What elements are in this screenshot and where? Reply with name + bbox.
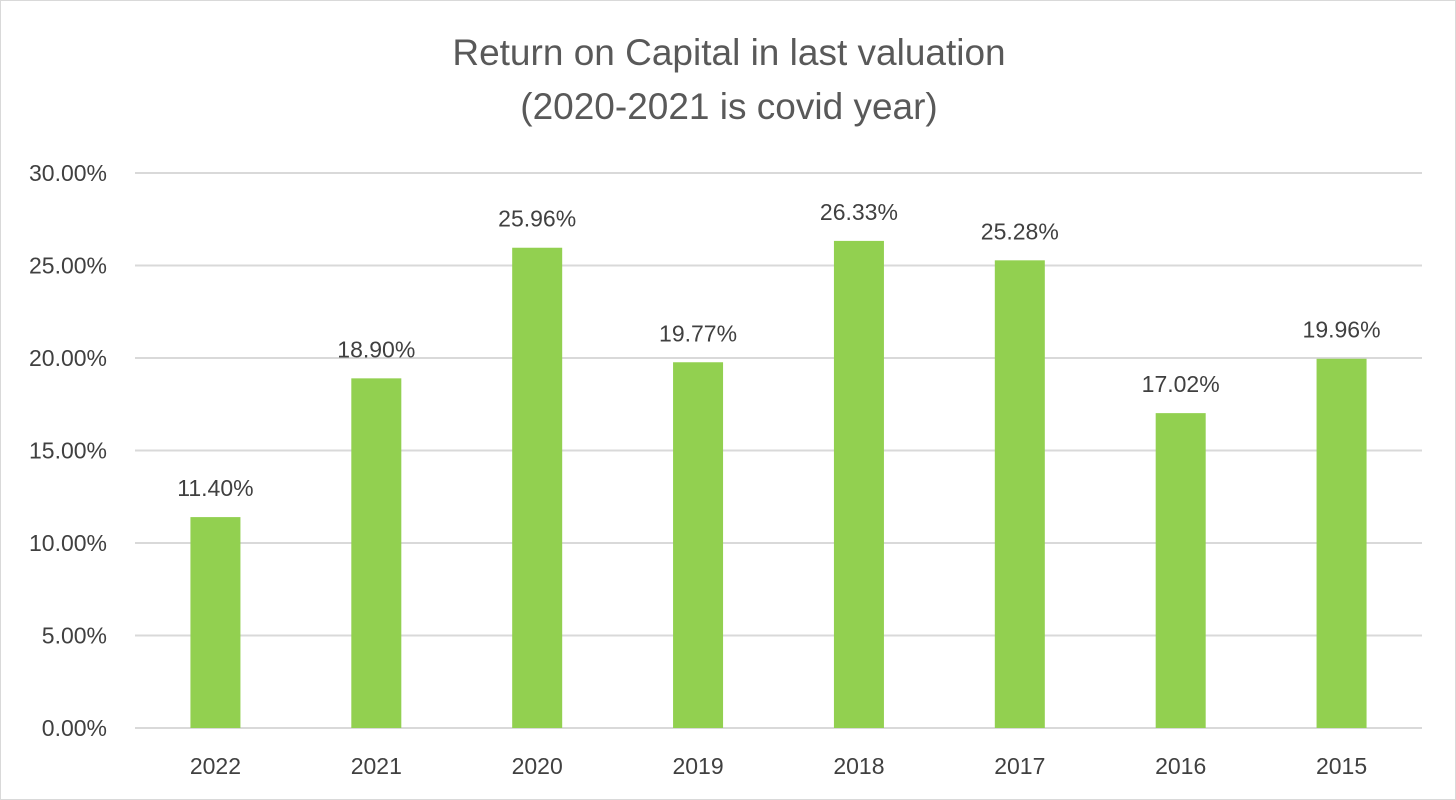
x-tick-label: 2019 <box>672 753 723 779</box>
chart-subtitle: (2020-2021 is covid year) <box>520 86 938 127</box>
y-tick-label: 0.00% <box>42 715 107 741</box>
x-tick-label: 2015 <box>1316 753 1367 779</box>
y-tick-label: 30.00% <box>29 160 107 186</box>
x-tick-label: 2020 <box>512 753 563 779</box>
x-tick-label: 2016 <box>1155 753 1206 779</box>
y-tick-label: 15.00% <box>29 438 107 464</box>
bars <box>190 240 1367 729</box>
data-label: 17.02% <box>1142 371 1220 397</box>
bar <box>351 378 402 728</box>
y-tick-label: 25.00% <box>29 253 107 279</box>
data-label: 19.96% <box>1303 317 1381 343</box>
y-tick-label: 10.00% <box>29 530 107 556</box>
x-tick-label: 2021 <box>351 753 402 779</box>
y-axis-tick-labels: 0.00% 5.00% 10.00% 15.00% 20.00% 25.00% 30.00% <box>29 160 107 741</box>
data-label: 11.40% <box>177 475 253 501</box>
x-tick-label: 2017 <box>994 753 1045 779</box>
x-axis-tick-labels: 2022 2021 2020 2019 2018 2017 2016 2015 <box>190 753 1367 779</box>
x-tick-label: 2018 <box>833 753 884 779</box>
bar <box>190 517 241 728</box>
data-label: 26.33% <box>820 199 898 225</box>
data-label: 25.28% <box>981 218 1059 244</box>
y-tick-label: 5.00% <box>42 623 107 649</box>
bar <box>673 362 724 728</box>
bar <box>1155 413 1206 728</box>
data-label: 18.90% <box>337 336 415 362</box>
data-labels: 11.40% 18.90% 25.96% 19.77% 26.33% 25.28% 17.0… <box>177 199 1380 501</box>
chart-title: Return on Capital in last valuation <box>452 32 1005 73</box>
data-label: 19.77% <box>659 320 737 346</box>
gridlines <box>135 172 1422 729</box>
bar <box>994 260 1045 728</box>
bar <box>1316 358 1367 728</box>
y-tick-label: 20.00% <box>29 345 107 371</box>
data-label: 25.96% <box>498 206 576 232</box>
x-tick-label: 2022 <box>190 753 241 779</box>
bar <box>512 247 563 729</box>
bar <box>833 240 884 728</box>
